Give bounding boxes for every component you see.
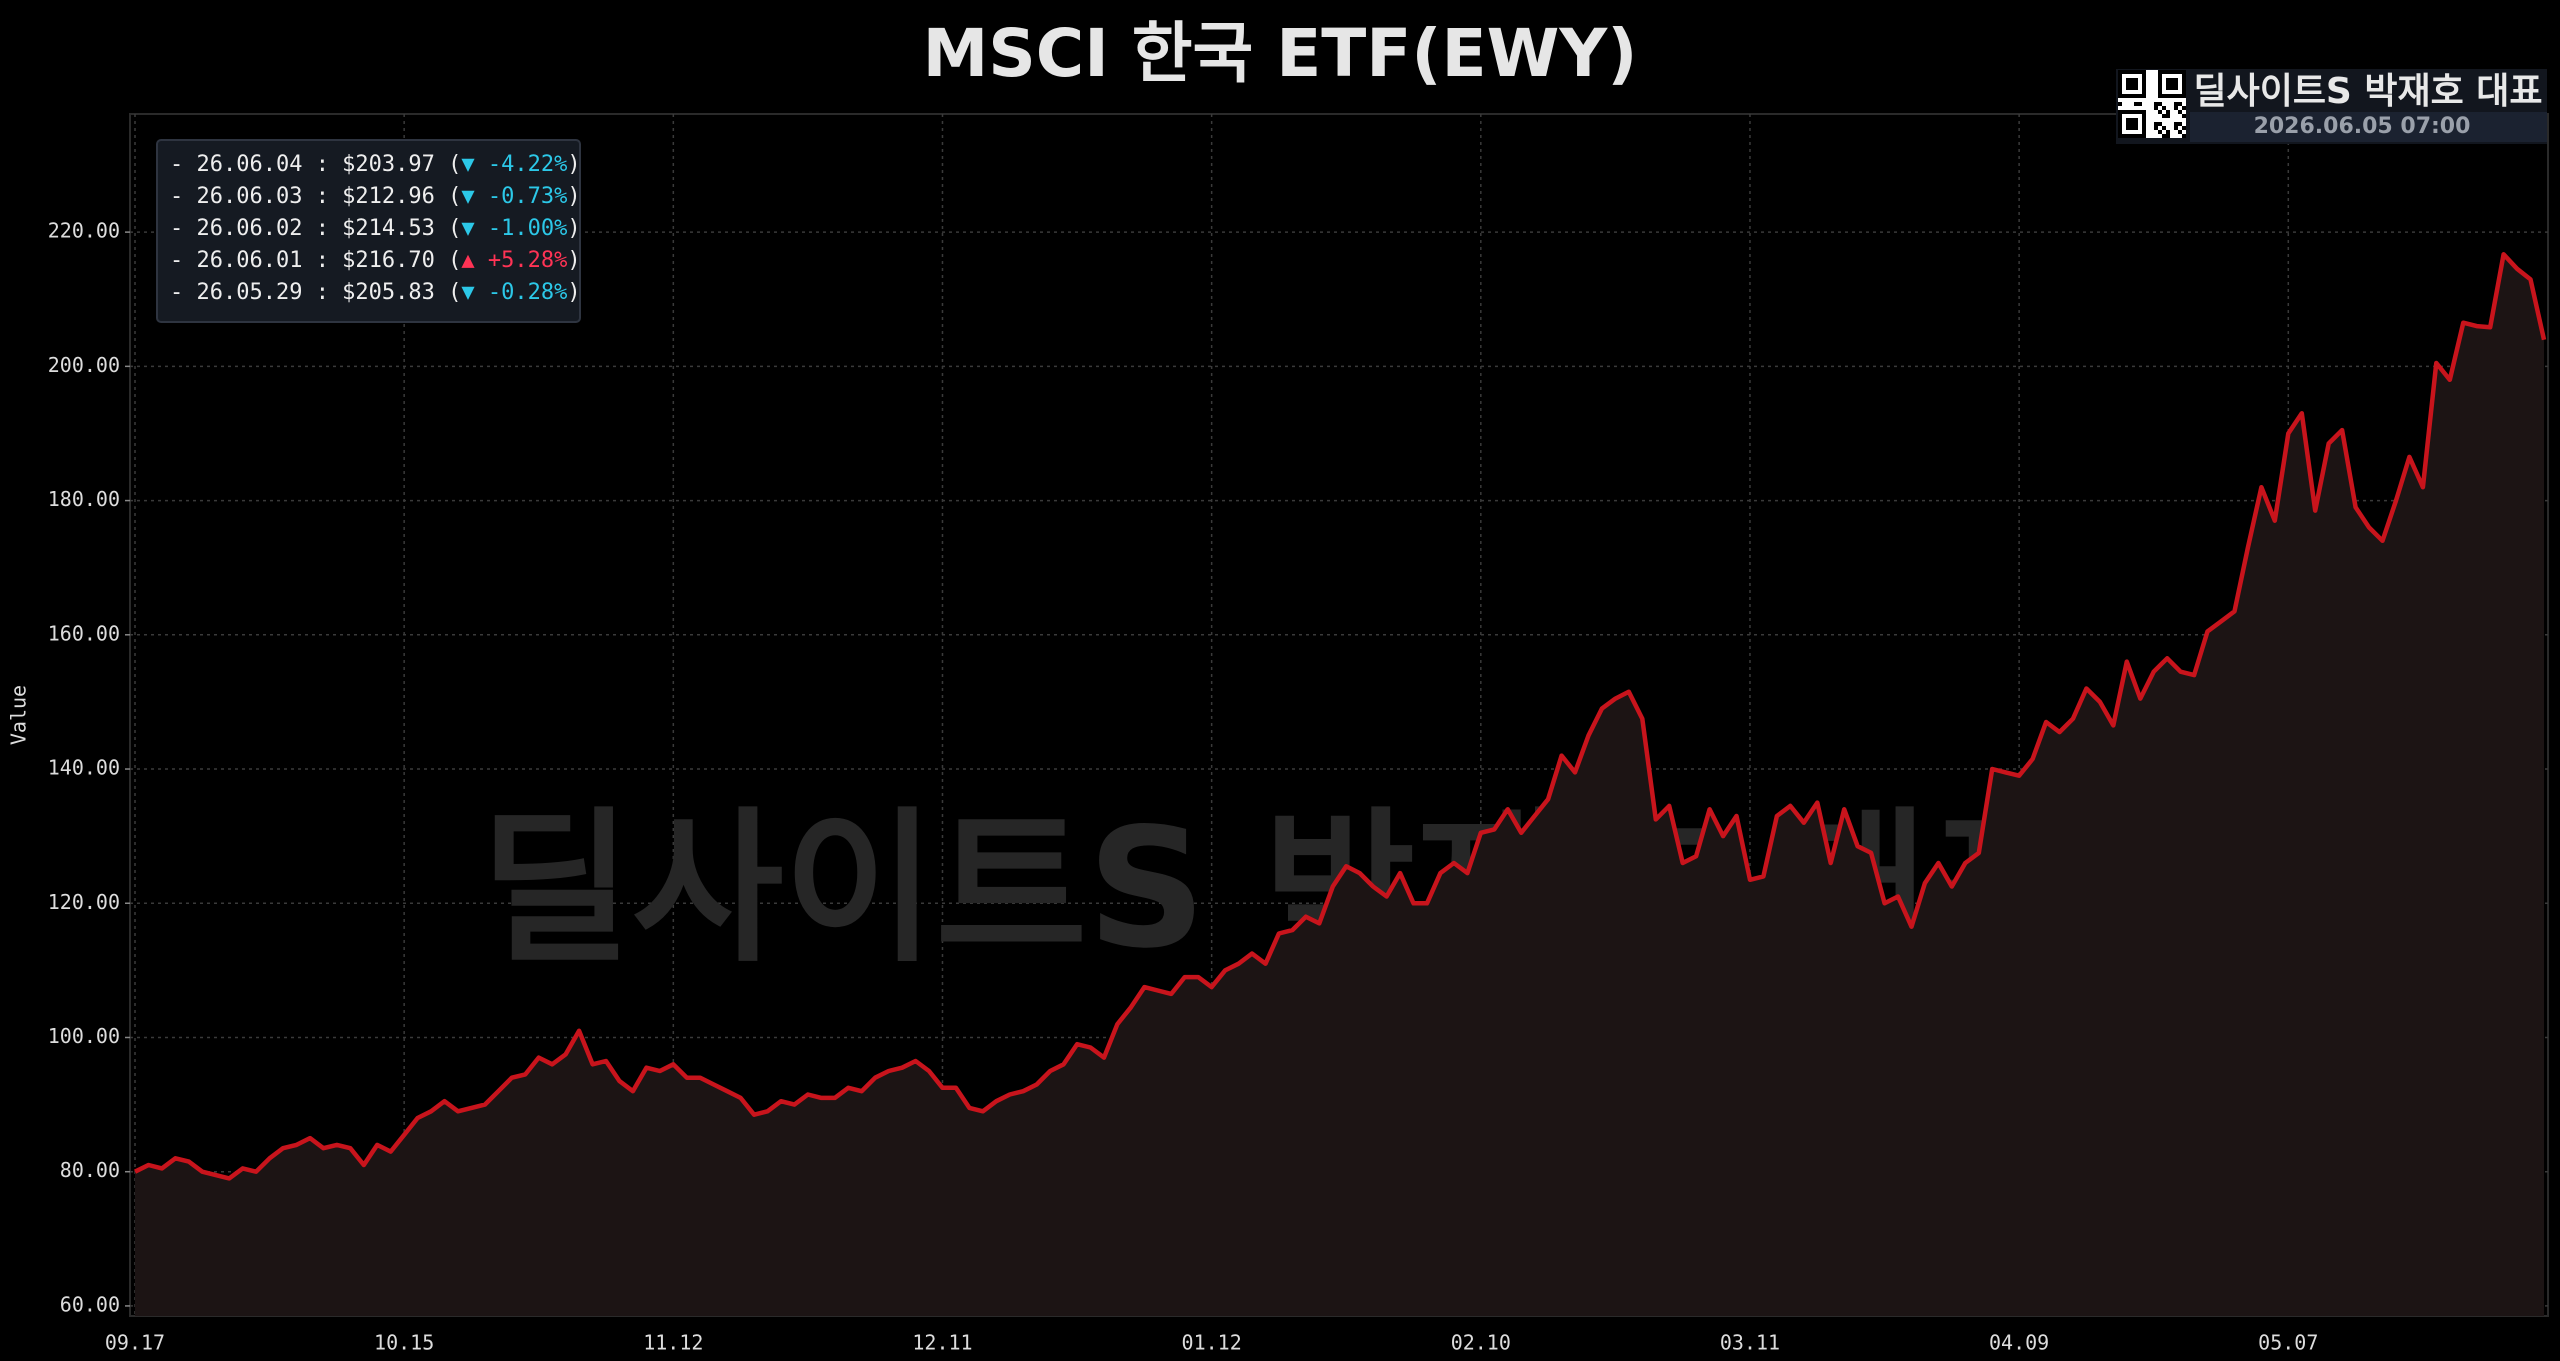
qr-cell <box>2162 114 2166 118</box>
info-line: - 26.06.02 : $214.53 (▼ -1.00%) <box>170 216 581 241</box>
info-line: - 26.06.03 : $212.96 (▼ -0.73%) <box>170 184 581 209</box>
info-box: - 26.06.04 : $203.97 (▼ -4.22%)- 26.06.0… <box>156 139 581 323</box>
info-suffix: ) <box>567 248 580 273</box>
x-tick-label: 05.07 <box>2258 1331 2318 1355</box>
qr-cell <box>2182 106 2186 110</box>
y-tick-label: 120.00 <box>48 890 120 914</box>
info-line: - 26.05.29 : $205.83 (▼ -0.28%) <box>170 280 581 305</box>
qr-cell <box>2174 122 2178 126</box>
info-change: ▼ -4.22% <box>461 152 567 177</box>
area <box>135 254 2544 1316</box>
x-tick-label: 12.11 <box>912 1331 972 1355</box>
info-suffix: ) <box>567 152 580 177</box>
info-prefix: - 26.06.03 : $212.96 ( <box>170 184 461 209</box>
x-tick-label: 02.10 <box>1451 1331 1511 1355</box>
qr-cell <box>2182 134 2186 138</box>
qr-finder <box>2166 78 2178 90</box>
qr-cell <box>2182 126 2186 130</box>
qr-cell <box>2174 126 2178 130</box>
y-tick-label: 80.00 <box>60 1158 120 1182</box>
qr-cell <box>2182 114 2186 118</box>
qr-cell <box>2158 110 2162 114</box>
y-tick-label: 180.00 <box>48 487 120 511</box>
info-suffix: ) <box>567 280 580 305</box>
series <box>133 252 2547 1316</box>
line <box>133 252 2547 1181</box>
y-tick-label: 220.00 <box>48 219 120 243</box>
info-line: - 26.06.01 : $216.70 (▲ +5.28%) <box>170 248 581 273</box>
info-suffix: ) <box>567 184 580 209</box>
x-tick-label: 01.12 <box>1182 1331 1242 1355</box>
badge-timestamp: 2026.06.05 07:00 <box>2254 114 2471 139</box>
qr-cell <box>2166 110 2170 114</box>
info-prefix: - 26.06.04 : $203.97 ( <box>170 152 461 177</box>
qr-cell <box>2162 106 2166 110</box>
qr-code <box>2118 70 2186 138</box>
info-prefix: - 26.06.01 : $216.70 ( <box>170 248 461 273</box>
y-tick-label: 200.00 <box>48 353 120 377</box>
x-tick-label: 03.11 <box>1720 1331 1780 1355</box>
info-line: - 26.06.04 : $203.97 (▼ -4.22%) <box>170 152 581 177</box>
qr-cell <box>2166 130 2170 134</box>
info-prefix: - 26.05.29 : $205.83 ( <box>170 280 461 305</box>
x-tick-label: 11.12 <box>643 1331 703 1355</box>
chart-title: MSCI 한국 ETF(EWY) <box>923 15 1638 92</box>
info-change: ▼ -0.28% <box>461 280 567 305</box>
badge: 딜사이트S 박재호 대표 2026.06.05 07:00 <box>2116 69 2547 144</box>
qr-cell <box>2154 126 2158 130</box>
info-suffix: ) <box>567 216 580 241</box>
y-tick-label: 60.00 <box>60 1292 120 1316</box>
info-change: ▼ -1.00% <box>461 216 567 241</box>
y-tick-label: 160.00 <box>48 621 120 645</box>
qr-cell <box>2118 102 2122 106</box>
qr-finder <box>2126 78 2138 90</box>
qr-cell <box>2174 102 2178 106</box>
qr-cell <box>2162 126 2166 130</box>
qr-finder <box>2126 118 2138 130</box>
qr-cell <box>2166 114 2170 118</box>
info-change: ▲ +5.28% <box>461 248 567 273</box>
info-prefix: - 26.06.02 : $214.53 ( <box>170 216 461 241</box>
qr-cell <box>2166 134 2170 138</box>
qr-cell <box>2138 102 2142 106</box>
qr-cell <box>2178 110 2182 114</box>
badge-name: 딜사이트S 박재호 대표 <box>2193 71 2542 112</box>
x-tick-label: 09.17 <box>105 1331 165 1355</box>
y-tick-label: 100.00 <box>48 1024 120 1048</box>
qr-cell <box>2158 102 2162 106</box>
qr-cell <box>2178 122 2182 126</box>
qr-cell <box>2154 102 2158 106</box>
qr-cell <box>2174 106 2178 110</box>
x-tick-label: 10.15 <box>374 1331 434 1355</box>
qr-cell <box>2154 122 2158 126</box>
info-change: ▼ -0.73% <box>461 184 567 209</box>
qr-cell <box>2178 130 2182 134</box>
y-axis-label: Value <box>7 685 31 745</box>
qr-cell <box>2158 130 2162 134</box>
qr-cell <box>2162 134 2166 138</box>
qr-cell <box>2158 122 2162 126</box>
qr-cell <box>2154 106 2158 110</box>
badge-date-bg <box>2190 112 2547 142</box>
qr-cell <box>2134 102 2138 106</box>
qr-cell <box>2178 102 2182 106</box>
info-box-bg <box>156 139 581 323</box>
x-tick-label: 04.09 <box>1989 1331 2049 1355</box>
y-tick-label: 140.00 <box>48 756 120 780</box>
